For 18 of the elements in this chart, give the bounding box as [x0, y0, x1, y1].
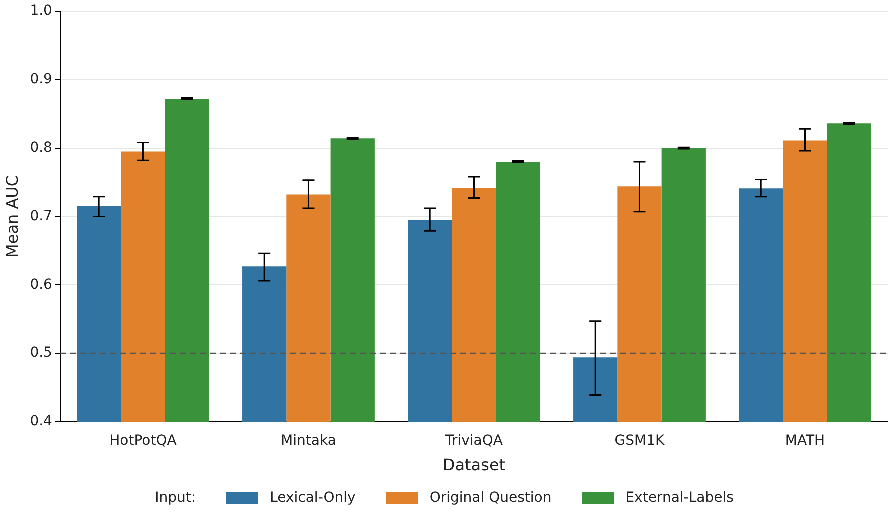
y-tick-label: 1.0 [30, 3, 52, 20]
x-tick-label: Mintaka [281, 433, 336, 450]
x-axis-title: Dataset [442, 456, 506, 475]
y-tick-label: 0.6 [30, 276, 53, 293]
y-tick-label: 0.4 [30, 414, 53, 430]
legend-title: Input: [155, 490, 196, 506]
y-tick-label: 0.5 [30, 345, 52, 362]
y-tick-label: 0.8 [30, 140, 52, 156]
x-tick-label: HotPotQA [110, 433, 178, 450]
y-axis-title: Mean AUC [2, 175, 22, 258]
legend-label: External-Labels [626, 490, 734, 506]
legend-label: Original Question [430, 490, 552, 506]
x-tick-label: GSM1K [614, 433, 666, 450]
y-tick-label: 0.7 [30, 208, 52, 224]
x-tick-label: MATH [785, 433, 826, 450]
x-tick-label: TriviaQA [444, 433, 504, 450]
y-tick-label: 0.9 [30, 71, 52, 88]
legend-label: Lexical-Only [270, 490, 356, 506]
